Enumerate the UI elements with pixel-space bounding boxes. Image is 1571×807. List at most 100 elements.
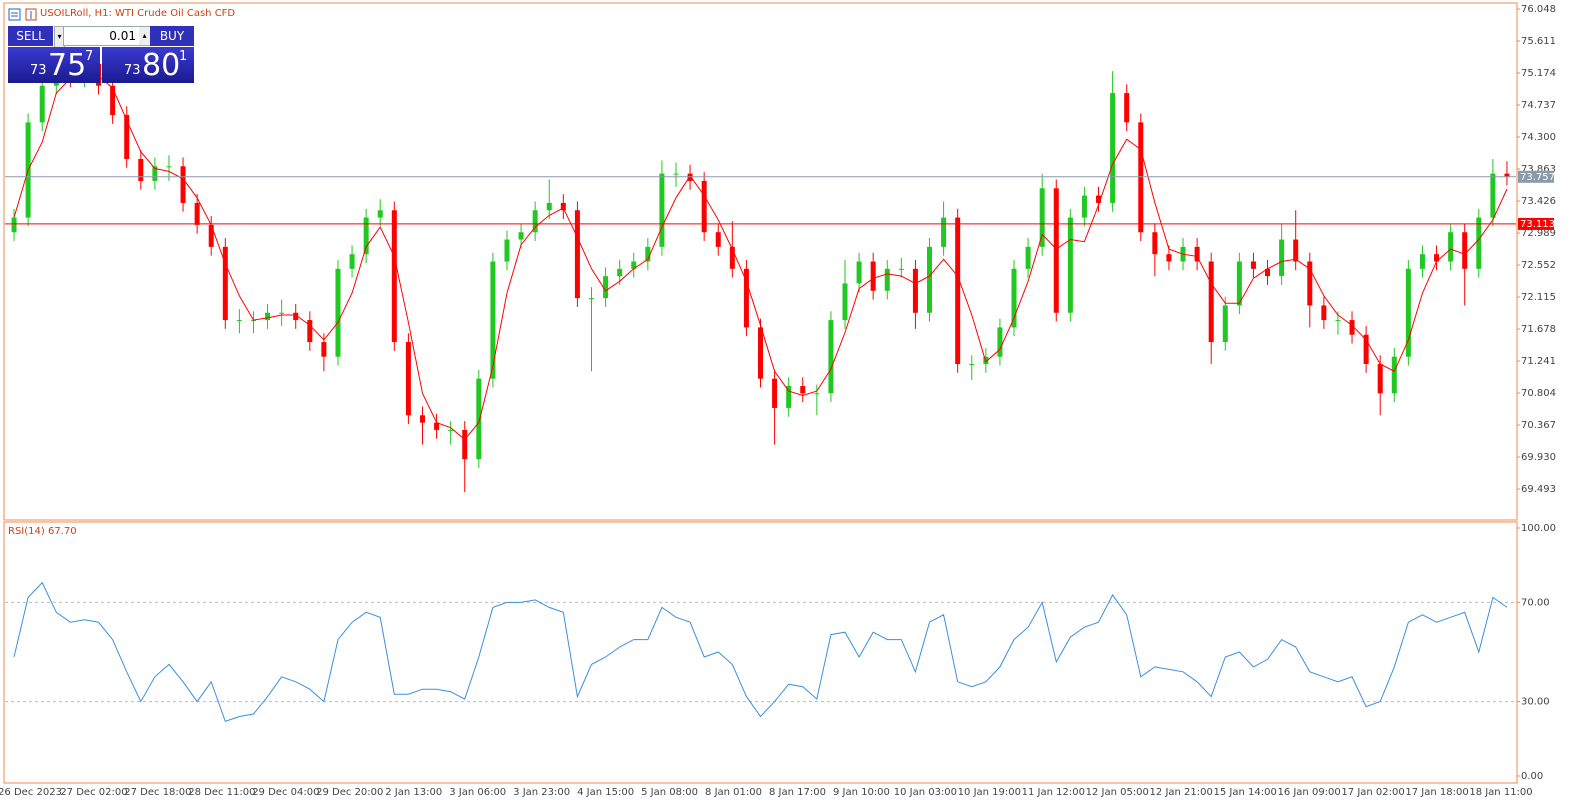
main-frame <box>3 2 1518 521</box>
candle-body <box>645 246 651 262</box>
candle-body <box>518 232 524 240</box>
candle-body <box>969 364 975 366</box>
y-tick-label: 71.241 <box>1521 356 1556 367</box>
candle-body <box>814 393 820 395</box>
candle-body <box>1166 254 1172 262</box>
candle-body <box>870 261 876 291</box>
candle-body <box>391 210 397 343</box>
candle-body <box>856 261 862 284</box>
candle-body <box>1250 261 1256 269</box>
candle-body <box>1434 254 1440 262</box>
x-tick-label: 29 Dec 20:00 <box>316 787 383 798</box>
candle-body <box>941 217 947 247</box>
candle-body <box>1194 246 1200 262</box>
candle-body <box>701 180 707 233</box>
candle-body <box>1363 334 1369 365</box>
candle-body <box>335 268 341 357</box>
candle-body <box>279 312 285 314</box>
x-tick-label: 28 Dec 11:00 <box>188 787 255 798</box>
candle-body <box>194 202 200 225</box>
price-tag <box>1518 217 1554 230</box>
candle-body <box>405 342 411 416</box>
candle-body <box>1405 268 1411 357</box>
candle-body <box>377 210 383 218</box>
sell-price[interactable]: 73 75 7 <box>8 47 100 83</box>
candle-body <box>490 261 496 379</box>
x-tick-label: 26 Dec 2023 <box>0 787 62 798</box>
candle-body <box>560 202 566 211</box>
moving-average <box>13 70 1508 441</box>
candle-body <box>265 312 271 321</box>
x-tick-label: 8 Jan 17:00 <box>769 787 826 798</box>
candle-body <box>898 268 904 270</box>
x-tick-label: 4 Jan 15:00 <box>577 787 634 798</box>
x-tick-label: 2 Jan 13:00 <box>385 787 442 798</box>
y-tick-label: 73.426 <box>1521 196 1556 207</box>
y-tick-label: 73.863 <box>1521 164 1556 175</box>
price-fraction: 7 <box>85 49 94 64</box>
candle-body <box>1025 246 1031 269</box>
candle-body <box>729 246 735 269</box>
y-tick-label: 69.493 <box>1521 484 1556 495</box>
candle-body <box>1067 217 1073 313</box>
candle-body <box>772 378 778 408</box>
x-tick-label: 27 Dec 02:00 <box>60 787 127 798</box>
candle-body <box>180 166 186 203</box>
candle-body <box>786 385 792 408</box>
x-tick-label: 17 Jan 18:00 <box>1405 787 1468 798</box>
candle-body <box>1222 305 1228 343</box>
candle-body <box>1081 195 1087 218</box>
candle-body <box>1039 188 1045 247</box>
x-tick-label: 3 Jan 06:00 <box>449 787 506 798</box>
x-tick-label: 11 Jan 12:00 <box>1022 787 1085 798</box>
candle-body <box>504 239 510 262</box>
y-tick-label: 74.737 <box>1521 100 1556 111</box>
trade-panel: SELL ▾ 0.01 ▴ BUY 73 75 7 73 80 1 <box>8 26 194 83</box>
candle-body <box>1138 122 1144 233</box>
x-tick-label: 17 Jan 02:00 <box>1341 787 1404 798</box>
candle-body <box>166 166 172 168</box>
x-tick-label: 16 Jan 09:00 <box>1277 787 1340 798</box>
sell-button[interactable]: SELL <box>8 26 53 46</box>
y-tick-label: 69.930 <box>1521 452 1556 463</box>
candle-body <box>434 422 440 430</box>
buy-button[interactable]: BUY <box>150 26 194 46</box>
y-tick-label: 30.00 <box>1521 697 1550 708</box>
y-tick-label: 70.00 <box>1521 597 1550 608</box>
y-tick-label: 100.00 <box>1521 523 1556 534</box>
candle-body <box>1279 239 1285 277</box>
x-tick-label: 18 Jan 11:00 <box>1469 787 1532 798</box>
y-tick-label: 72.115 <box>1521 292 1556 303</box>
candle-body <box>1236 261 1242 306</box>
y-tick-label: 75.611 <box>1521 36 1556 47</box>
x-tick-label: 12 Jan 21:00 <box>1150 787 1213 798</box>
candle-body <box>842 283 848 321</box>
candle-body <box>631 261 637 269</box>
candle-body <box>363 217 369 255</box>
candle-body <box>1293 239 1299 262</box>
candle-body <box>1011 268 1017 328</box>
candle-body <box>617 268 623 277</box>
candle-body <box>448 429 454 431</box>
price-prefix: 73 <box>124 63 141 78</box>
x-tick-label: 8 Jan 01:00 <box>705 787 762 798</box>
candle-body <box>1096 195 1102 203</box>
candle-body <box>800 385 806 394</box>
candle-body <box>1391 356 1397 394</box>
candle-body <box>758 327 763 379</box>
y-tick-label: 71.678 <box>1521 324 1556 335</box>
candle-body <box>588 298 594 300</box>
y-tick-label: 72.552 <box>1521 260 1556 271</box>
candle-body <box>39 85 45 123</box>
candle-body <box>138 158 144 181</box>
candle-body <box>715 232 721 247</box>
candle-body <box>1110 93 1116 203</box>
x-tick-label: 3 Jan 23:00 <box>513 787 570 798</box>
buy-price[interactable]: 73 80 1 <box>102 47 194 83</box>
candle-body <box>997 327 1003 357</box>
candle-body <box>222 246 228 321</box>
volume-up[interactable]: ▴ <box>139 27 150 45</box>
candle-body <box>1307 261 1313 306</box>
